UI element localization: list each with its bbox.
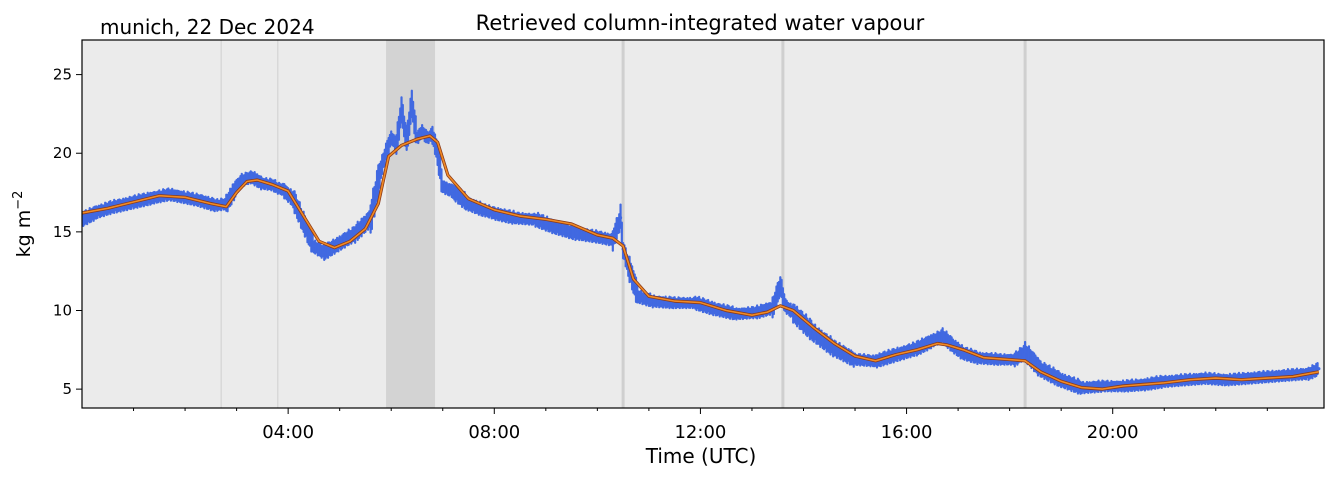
retrieval-point (410, 101, 414, 105)
x-tick-label: 16:00 (881, 422, 933, 443)
chart-title: Retrieved column-integrated water vapour (476, 11, 925, 35)
retrieval-point (384, 150, 388, 154)
retrieval-point (435, 151, 440, 155)
retrieval-point (1023, 349, 1027, 353)
smoothed-line (82, 135, 1319, 390)
plot-background (82, 40, 1324, 408)
retrieval-point (353, 231, 357, 236)
retrieval-point (451, 189, 455, 193)
retrieval-point (778, 283, 782, 287)
y-tick-label: 20 (53, 144, 72, 162)
retrieval-point (575, 231, 579, 236)
retrieval-point (832, 346, 837, 350)
retrieval-point (379, 167, 383, 171)
retrieval-point (441, 184, 445, 188)
series-clip-group (82, 89, 1321, 395)
retrieval-point (235, 184, 239, 188)
retrieval-point (853, 357, 857, 361)
y-axis-label-main: kg m (13, 210, 35, 258)
flagged-span (386, 40, 436, 408)
x-tick-label: 08:00 (468, 422, 520, 443)
x-tick-label: 20:00 (1087, 422, 1139, 443)
plot-border (81, 39, 1325, 409)
retrieval-point (430, 132, 435, 136)
series-layer (82, 89, 1321, 395)
retrieval-point (302, 220, 306, 225)
retrieval-point (618, 216, 623, 220)
retrieval-point (420, 129, 424, 133)
retrieval-point (1317, 367, 1321, 371)
retrieval-point (513, 216, 517, 220)
y-axis: 5 10 15 20 25 (53, 66, 82, 398)
retrieval-point (312, 244, 316, 248)
y-tick-label: 10 (53, 301, 72, 319)
y-axis-label-exponent: −2 (11, 191, 26, 210)
retrieval-point (492, 211, 496, 215)
retrieval-point (322, 250, 326, 254)
y-tick-label: 15 (53, 223, 72, 241)
retrieval-point (941, 334, 945, 338)
plot-frame (81, 39, 1325, 409)
y-axis-label: kg m−2 (11, 191, 35, 258)
x-tick-label: 04:00 (262, 422, 314, 443)
x-axis: 04:00 08:00 12:00 16:00 20:00 (133, 408, 1268, 443)
plot-area (82, 40, 1324, 408)
y-tick-label: 25 (53, 66, 72, 84)
retrieval-point (389, 135, 393, 140)
retrieval-point (1100, 384, 1104, 388)
retrieval-point (961, 351, 965, 355)
y-tick-label: 5 (62, 380, 72, 398)
x-tick-label: 12:00 (674, 422, 726, 443)
retrieval-point (636, 294, 641, 298)
retrieval-point (930, 338, 934, 342)
retrieval-point (240, 178, 244, 182)
retrieval-point (554, 225, 558, 229)
retrieval-point (394, 142, 398, 146)
retrieval-point (652, 299, 656, 303)
location-date-label: munich, 22 Dec 2024 (100, 15, 315, 39)
retrieval-point (812, 330, 816, 335)
retrieval-point (250, 175, 254, 179)
retrieval-point (482, 208, 486, 212)
x-axis-label: Time (UTC) (645, 444, 757, 468)
retrieval-point (466, 201, 471, 206)
retrieval-point (399, 107, 404, 111)
